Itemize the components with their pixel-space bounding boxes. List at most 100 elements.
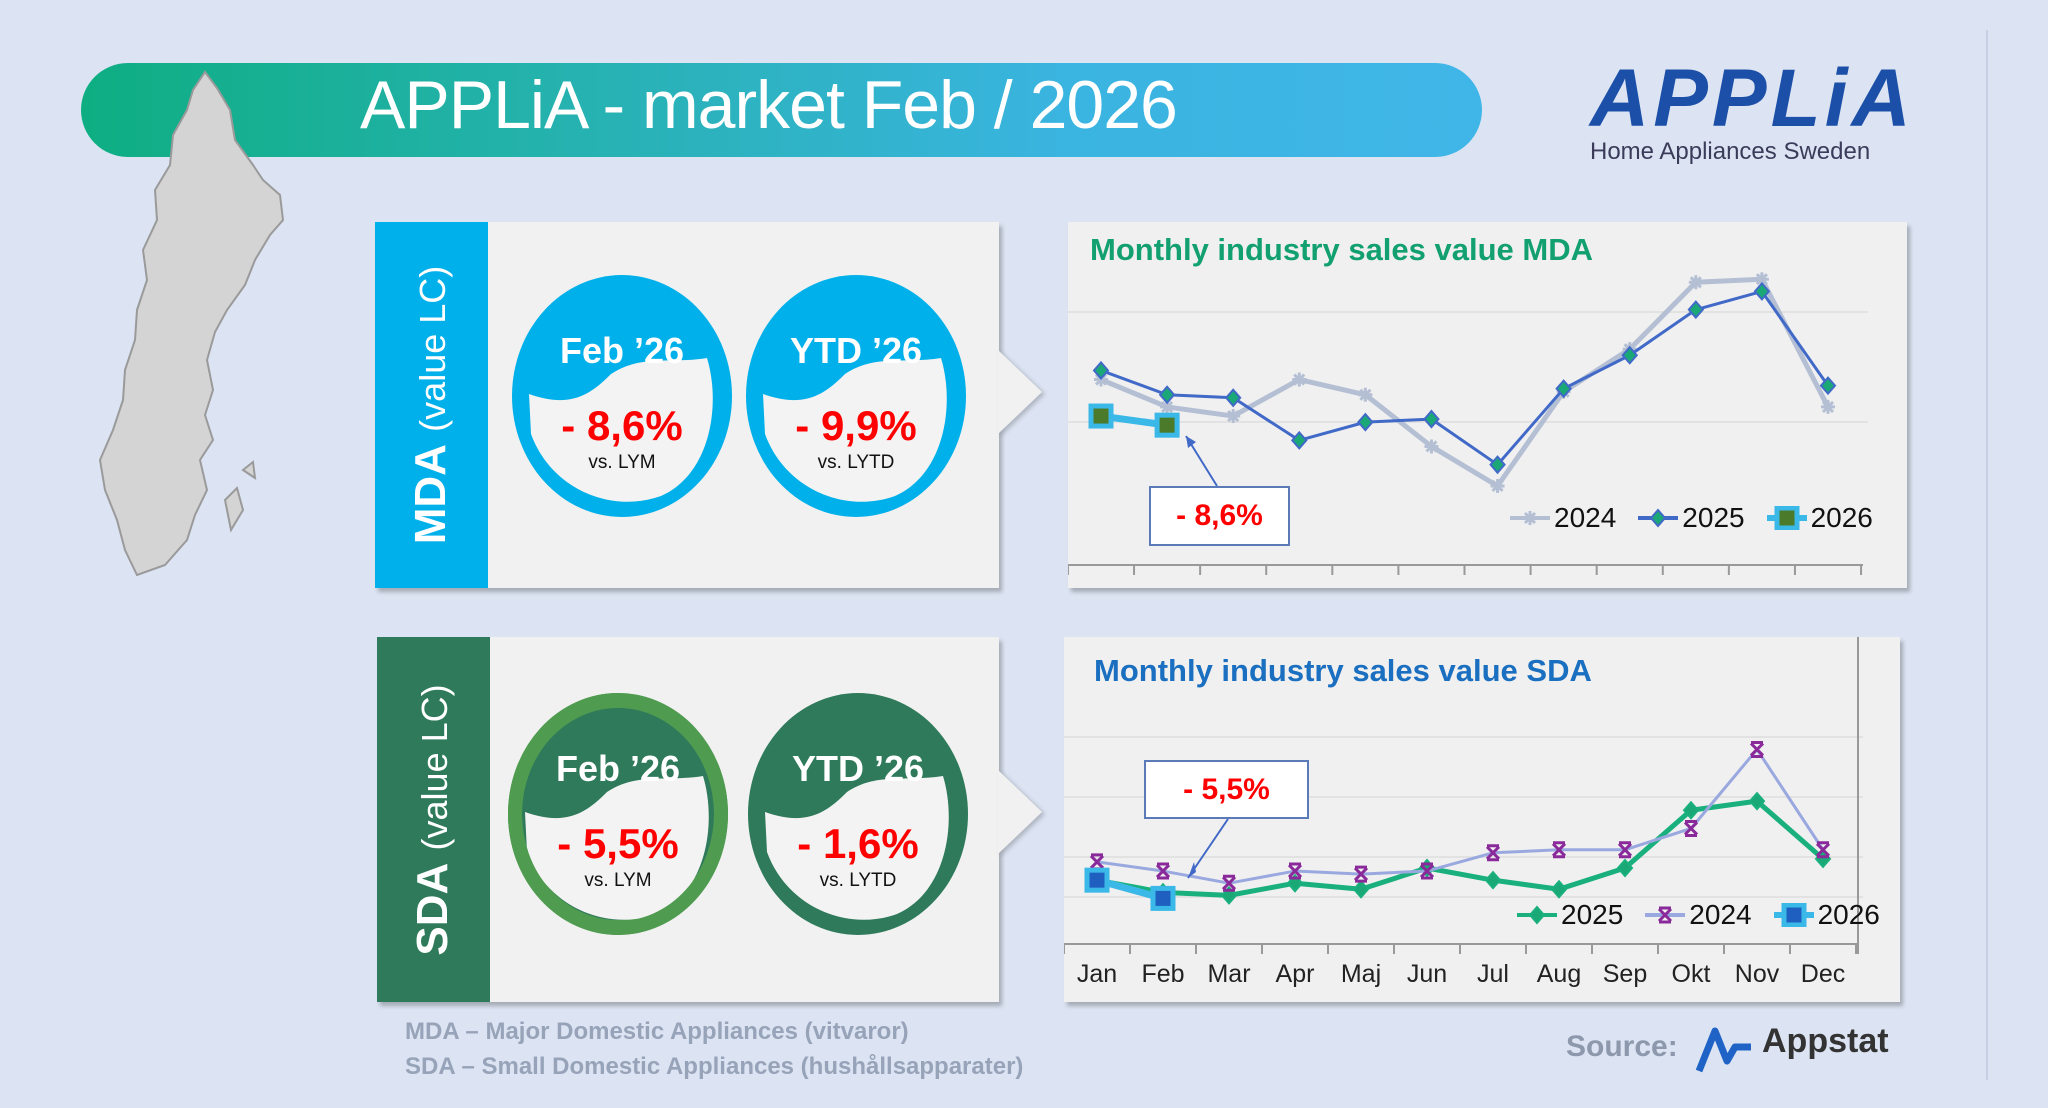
legend-label: 2024 — [1689, 899, 1752, 930]
mda-ytd-circle: YTD ’26 - 9,9% vs. LYTD — [745, 274, 967, 518]
footnote-mda: MDA – Major Domestic Appliances (vitvaro… — [405, 1018, 909, 1045]
legend-label: 2026 — [1817, 899, 1880, 930]
data-point-2025-Apr — [1290, 430, 1308, 450]
mda-chart-plot — [1068, 272, 1868, 575]
data-point-2025-Nov — [1748, 791, 1766, 811]
legend-swatch — [1773, 903, 1814, 927]
sda-chart: Jan Feb Mar Apr Maj Jun Jul Aug Sep Okt Nov Dec Mon… — [1064, 637, 1900, 1002]
legend-swatch — [1638, 508, 1679, 528]
mda-strip: MDA (value LC) — [375, 222, 488, 588]
data-point-2025-Maj — [1352, 879, 1370, 899]
chart-title: Monthly industry sales value SDA — [1094, 653, 1592, 688]
appstat-logo-icon — [1695, 1027, 1751, 1073]
x-tick-label: Jul — [1477, 960, 1509, 988]
data-point-2024-Okt — [1683, 819, 1699, 837]
data-point-2024-Nov — [1749, 740, 1765, 758]
mda-chart: Monthly industry sales value MDA - 8,6% … — [1068, 222, 1907, 588]
x-tick-label: Aug — [1537, 960, 1581, 988]
data-point-2024-Dec — [1815, 841, 1831, 859]
legend-label: 2025 — [1682, 502, 1745, 533]
x-tick-label: Maj — [1341, 960, 1381, 988]
legend-item-2024: 2024 — [1643, 899, 1752, 931]
series-line-2025 — [1096, 798, 1825, 898]
chart-legend: 2025 2024 2026 — [1515, 899, 1880, 931]
data-point-2025-Maj — [1357, 412, 1374, 432]
series-line-2024 — [1100, 276, 1831, 489]
x-tick-label: Nov — [1735, 960, 1780, 988]
data-point-2025-Jul — [1489, 455, 1506, 475]
applia-logo: APPLiA — [1590, 53, 1915, 144]
data-point-2025-Jan — [1092, 360, 1110, 380]
data-point-2025-Sep — [1621, 345, 1639, 365]
sweden-map — [98, 70, 285, 577]
circle-title: Feb ’26 — [555, 748, 681, 789]
circle-value: - 5,5% — [557, 820, 679, 867]
data-point-2026-Feb — [1150, 885, 1176, 911]
x-tick-label: Jun — [1407, 960, 1447, 988]
legend-label: 2024 — [1554, 502, 1617, 533]
data-point-2024-Feb — [1160, 399, 1175, 414]
mda-month-circle: Feb ’26 - 8,6% vs. LYM — [511, 274, 733, 518]
sda-label: SDA (value LC) — [408, 683, 457, 956]
data-point-2026-Jan — [1084, 867, 1110, 893]
legend-label: 2025 — [1561, 899, 1624, 930]
legend-item-2025: 2025 — [1515, 899, 1623, 931]
legend-marker — [1774, 506, 1800, 530]
source-label: Source: — [1566, 1030, 1678, 1063]
x-tick-label: Feb — [1141, 960, 1184, 988]
data-point-2024-Maj — [1353, 865, 1369, 883]
data-point-2024-Okt — [1688, 275, 1703, 290]
circle-title: Feb ’26 — [559, 330, 685, 371]
title-banner — [81, 63, 1482, 157]
circle-value: - 9,9% — [795, 402, 917, 449]
sda-month-circle: Feb ’26 - 5,5% vs. LYM — [507, 692, 729, 936]
data-point-2024-Jul — [1490, 478, 1505, 493]
sda-strip: SDA (value LC) — [377, 637, 490, 1002]
data-point-2024-Jan — [1089, 853, 1105, 871]
legend-item-2025: 2025 — [1636, 502, 1745, 534]
data-point-2024-Apr — [1292, 372, 1307, 387]
legend-marker — [1523, 511, 1537, 525]
x-tick-label: Sep — [1603, 960, 1647, 988]
data-point-2025-Feb — [1158, 385, 1176, 405]
callout-arrowhead — [1186, 436, 1196, 448]
x-tick-label: Mar — [1207, 960, 1250, 988]
legend-marker — [1649, 508, 1667, 528]
circle-subtitle: vs. LYTD — [817, 452, 895, 473]
data-point-2026-Feb — [1154, 412, 1180, 438]
footnote-sda: SDA – Small Domestic Appliances (hushåll… — [405, 1053, 1024, 1080]
sda-ytd-circle: YTD ’26 - 1,6% vs. LYTD — [747, 692, 969, 936]
data-point-2024-Sep — [1617, 841, 1633, 859]
chart-title: Monthly industry sales value MDA — [1090, 232, 1593, 267]
series-line-2025 — [1100, 289, 1830, 467]
x-tick-label: Apr — [1276, 960, 1315, 988]
legend-swatch — [1645, 906, 1686, 924]
data-point-2024-Jul — [1485, 844, 1501, 862]
data-point-2025-Okt — [1682, 800, 1700, 820]
chart-legend: 2024 2025 2026 — [1508, 502, 1873, 534]
mda-pointer — [998, 350, 1042, 434]
badge-shape — [508, 693, 728, 935]
circle-subtitle: vs. LYM — [584, 870, 652, 891]
circle-subtitle: vs. LYTD — [819, 870, 897, 891]
series-line-2024 — [1096, 747, 1825, 885]
data-point-2025-Jun — [1423, 409, 1440, 429]
sda-callout: - 5,5% — [1144, 760, 1309, 819]
legend-swatch — [1766, 506, 1807, 530]
legend-swatch — [1517, 905, 1557, 925]
legend-label: 2026 — [1810, 502, 1873, 533]
circle-title: YTD ’26 — [789, 330, 923, 371]
data-point-2025-Dec — [1819, 376, 1837, 396]
divider — [1986, 30, 1988, 1080]
data-point-2025-Sep — [1616, 858, 1634, 878]
appstat-brand: Appstat — [1762, 1022, 1889, 1060]
mda-callout: - 8,6% — [1149, 486, 1290, 546]
circle-value: - 1,6% — [797, 820, 919, 867]
x-tick-label: Jan — [1077, 960, 1117, 988]
data-point-2025-Aug — [1550, 879, 1568, 899]
badge-shape — [748, 693, 968, 935]
badge-shape — [746, 275, 966, 517]
data-point-2024-Aug — [1551, 841, 1567, 859]
page-title: APPLiA - market Feb / 2026 — [360, 67, 1178, 143]
circle-value: - 8,6% — [561, 402, 683, 449]
